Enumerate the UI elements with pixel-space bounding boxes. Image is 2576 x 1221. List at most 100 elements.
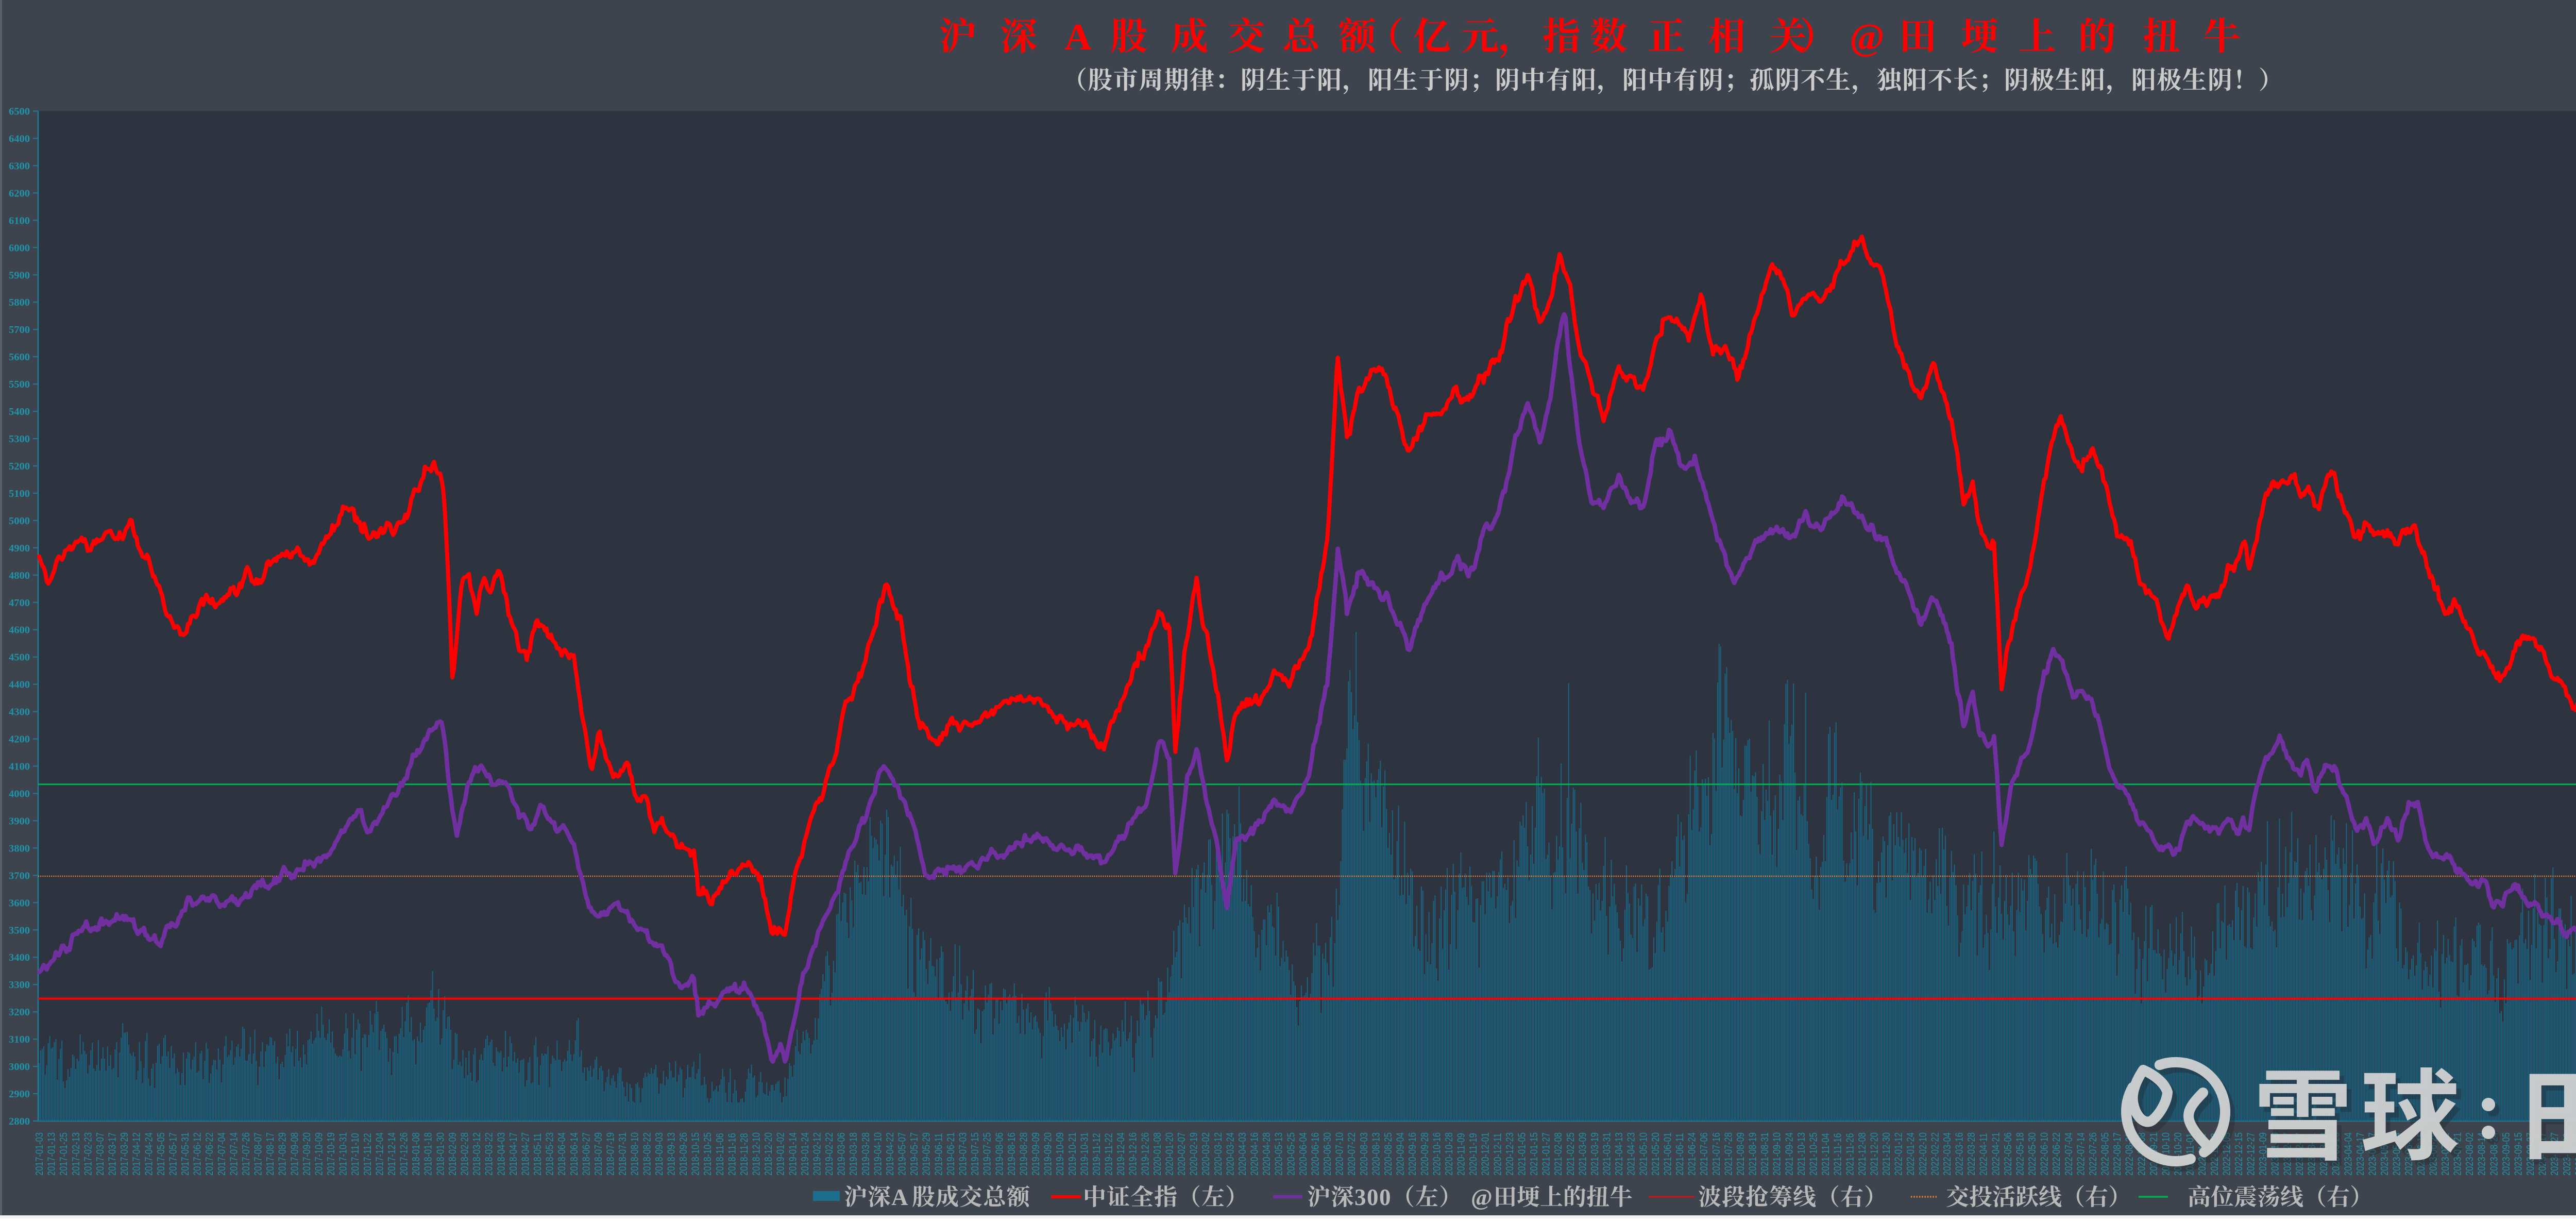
svg-text:2021-08-19: 2021-08-19: [1747, 1132, 1758, 1176]
svg-text:2019-10-31: 2019-10-31: [1078, 1132, 1090, 1176]
svg-text:2021-11-26: 2021-11-26: [1844, 1133, 1856, 1176]
svg-text:3000: 3000: [9, 1061, 30, 1073]
svg-text:2020-08-25: 2020-08-25: [1382, 1132, 1394, 1176]
svg-text:2018-06-14: 2018-06-14: [568, 1132, 580, 1176]
svg-text:2017-01-03: 2017-01-03: [33, 1132, 45, 1176]
svg-text:2021-06-11: 2021-06-11: [1673, 1133, 1685, 1176]
svg-text:2022-05-06: 2022-05-06: [2002, 1132, 2013, 1176]
svg-text:2018-08-22: 2018-08-22: [641, 1132, 653, 1176]
svg-text:A: A: [891, 1184, 908, 1210]
svg-text:2020-12-23: 2020-12-23: [1503, 1132, 1515, 1176]
svg-text:2021-10-13: 2021-10-13: [1795, 1132, 1807, 1176]
svg-text:2017-06-12: 2017-06-12: [191, 1132, 203, 1176]
svg-text:2021-03-09: 2021-03-09: [1577, 1132, 1588, 1176]
svg-text:2018-10-15: 2018-10-15: [689, 1132, 701, 1176]
svg-text:2017-02-23: 2017-02-23: [82, 1132, 94, 1176]
svg-text:2022-06-10: 2022-06-10: [2038, 1132, 2050, 1176]
svg-text:2020-10-28: 2020-10-28: [1443, 1132, 1454, 1176]
svg-text:A: A: [1064, 16, 1092, 58]
svg-text:2022-04-11: 2022-04-11: [1977, 1133, 1989, 1176]
svg-text:2023-08-02: 2023-08-02: [2463, 1132, 2475, 1176]
svg-text:2018-03-22: 2018-03-22: [483, 1132, 495, 1176]
svg-text:2020-06-04: 2020-06-04: [1297, 1132, 1309, 1176]
svg-text:2021-12-30: 2021-12-30: [1880, 1132, 1892, 1176]
svg-text:2023-08-24: 2023-08-24: [2488, 1132, 2500, 1176]
svg-text:2017-06-22: 2017-06-22: [203, 1132, 215, 1176]
svg-text:2022-04-21: 2022-04-21: [1990, 1132, 2002, 1176]
svg-text:3800: 3800: [9, 843, 30, 854]
svg-text:2018-03-12: 2018-03-12: [470, 1132, 482, 1176]
svg-text:2017-09-08: 2017-09-08: [289, 1132, 300, 1176]
svg-text:2020-04-03: 2020-04-03: [1236, 1132, 1248, 1176]
svg-text:@: @: [1850, 16, 1885, 58]
svg-text:2019-10-09: 2019-10-09: [1054, 1132, 1065, 1176]
svg-text:2023-09-15: 2023-09-15: [2512, 1132, 2524, 1176]
svg-text:2017-07-14: 2017-07-14: [228, 1132, 240, 1176]
svg-text:0: 0: [1379, 1184, 1391, 1210]
svg-text:5800: 5800: [9, 297, 30, 308]
svg-text:2022-03-16: 2022-03-16: [1953, 1132, 1965, 1176]
svg-text:2017-08-29: 2017-08-29: [276, 1132, 288, 1176]
svg-text:2017-10-09: 2017-10-09: [313, 1132, 325, 1176]
svg-text:2021-05-10: 2021-05-10: [1637, 1132, 1649, 1176]
svg-text:2020-12-01: 2020-12-01: [1479, 1132, 1491, 1176]
svg-text:2020-01-08: 2020-01-08: [1151, 1132, 1163, 1176]
svg-text:2017-08-17: 2017-08-17: [264, 1132, 276, 1176]
svg-text:2019-02-12: 2019-02-12: [811, 1132, 823, 1176]
svg-text:2018-11-06: 2018-11-06: [714, 1133, 725, 1176]
svg-text:2018-02-09: 2018-02-09: [446, 1132, 458, 1176]
svg-text:3300: 3300: [9, 979, 30, 991]
svg-text:2021-07-16: 2021-07-16: [1710, 1132, 1722, 1176]
svg-text:2019-07-25: 2019-07-25: [981, 1132, 993, 1176]
svg-text:2020-04-16: 2020-04-16: [1248, 1132, 1260, 1176]
svg-text:2017-11-22: 2017-11-22: [361, 1133, 373, 1176]
svg-text:2020-09-04: 2020-09-04: [1394, 1132, 1406, 1176]
svg-text:2017-04-12: 2017-04-12: [130, 1132, 142, 1176]
svg-text:2018-11-16: 2018-11-16: [726, 1133, 738, 1176]
svg-text:2023-01-09: 2023-01-09: [2257, 1132, 2268, 1176]
svg-text:2019-08-06: 2019-08-06: [993, 1132, 1005, 1176]
svg-text:2022-12-15: 2022-12-15: [2232, 1132, 2244, 1176]
svg-text:2017-05-05: 2017-05-05: [155, 1132, 166, 1176]
svg-text:4100: 4100: [9, 761, 30, 773]
svg-text:2018-01-18: 2018-01-18: [422, 1132, 434, 1176]
svg-text:2017-01-13: 2017-01-13: [45, 1132, 57, 1176]
svg-text:2021-01-05: 2021-01-05: [1516, 1132, 1528, 1176]
svg-text:2020-01-20: 2020-01-20: [1163, 1132, 1175, 1176]
svg-text:2020-09-28: 2020-09-28: [1418, 1132, 1430, 1176]
svg-text:2018-09-13: 2018-09-13: [665, 1132, 677, 1176]
svg-text:2022-01-24: 2022-01-24: [1904, 1132, 1916, 1176]
svg-text:2018-04-27: 2018-04-27: [519, 1132, 531, 1176]
svg-text:4300: 4300: [9, 707, 30, 718]
svg-text:5300: 5300: [9, 433, 30, 445]
svg-text:4400: 4400: [9, 679, 30, 691]
svg-text:2019-03-18: 2019-03-18: [847, 1132, 859, 1176]
svg-text:2021-09-10: 2021-09-10: [1771, 1132, 1783, 1176]
svg-text:2020-11-19: 2020-11-19: [1467, 1133, 1479, 1176]
svg-text:2020-08-13: 2020-08-13: [1370, 1132, 1382, 1176]
svg-text:2018-09-26: 2018-09-26: [677, 1132, 689, 1176]
svg-text:2019-07-03: 2019-07-03: [957, 1132, 969, 1176]
svg-text:2019-09-09: 2019-09-09: [1029, 1132, 1041, 1176]
svg-text:0: 0: [1367, 1184, 1379, 1210]
svg-text:5500: 5500: [9, 379, 30, 390]
svg-text:2018-01-30: 2018-01-30: [434, 1132, 446, 1176]
svg-text:2019-01-02: 2019-01-02: [774, 1132, 786, 1176]
svg-text:2021-04-13: 2021-04-13: [1613, 1132, 1624, 1176]
svg-text:2019-05-29: 2019-05-29: [920, 1132, 932, 1176]
svg-text:2017-08-07: 2017-08-07: [252, 1132, 264, 1176]
svg-text:2017-12-04: 2017-12-04: [374, 1132, 385, 1176]
svg-text:2018-02-28: 2018-02-28: [459, 1132, 470, 1176]
svg-text:3: 3: [1354, 1184, 1366, 1210]
svg-text:2020-02-07: 2020-02-07: [1175, 1132, 1187, 1176]
svg-text:2020-12-11: 2020-12-11: [1492, 1133, 1503, 1176]
svg-text:6500: 6500: [9, 106, 30, 118]
svg-text:2022-06-22: 2022-06-22: [2050, 1132, 2062, 1176]
svg-text:2023-04-04: 2023-04-04: [2342, 1132, 2354, 1176]
svg-text:2018-07-19: 2018-07-19: [604, 1132, 616, 1176]
svg-text:2019-12-16: 2019-12-16: [1127, 1132, 1139, 1176]
svg-text:2020-07-22: 2020-07-22: [1345, 1132, 1357, 1176]
svg-text:2021-02-08: 2021-02-08: [1552, 1132, 1564, 1176]
svg-text:2022-03-28: 2022-03-28: [1965, 1132, 1977, 1176]
svg-text:2020-05-13: 2020-05-13: [1273, 1132, 1284, 1176]
